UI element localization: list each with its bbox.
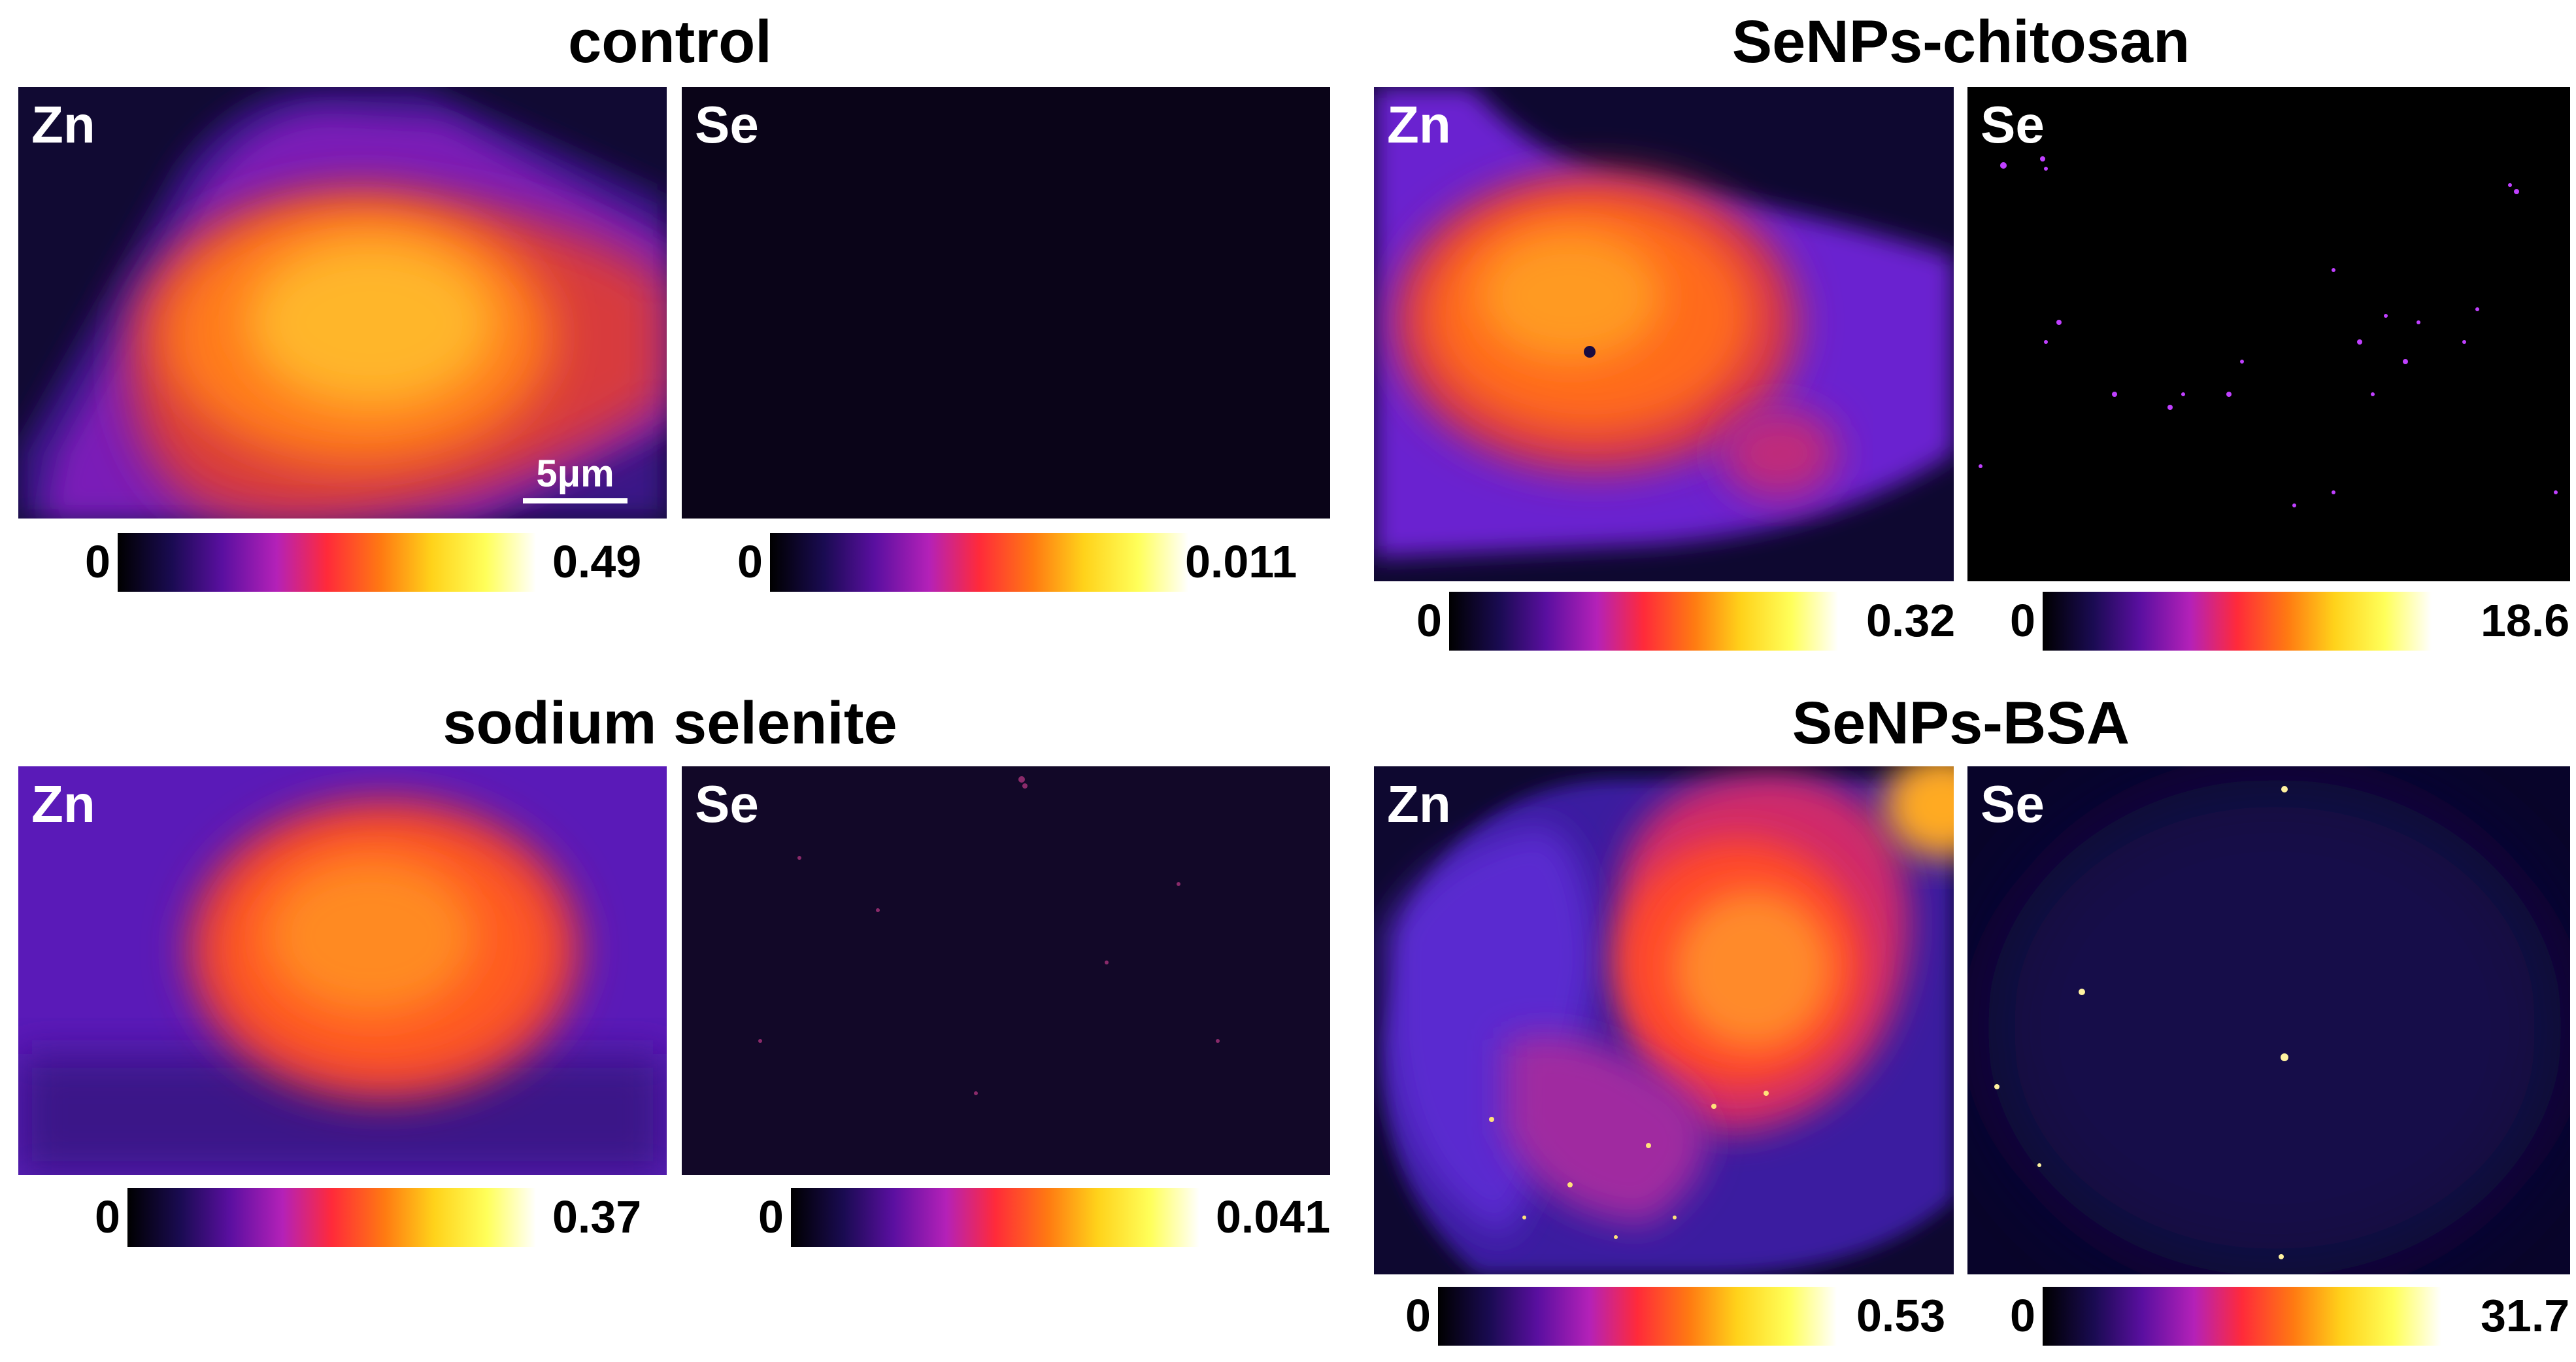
colorbar-min: 0	[1416, 595, 1442, 646]
colorbar-gradient	[1449, 592, 1838, 651]
zn-label: Zn	[1387, 95, 1451, 154]
se-label: Se	[695, 95, 759, 154]
se-label: Se	[1981, 95, 2045, 154]
zn-map-image	[1385, 766, 1954, 1274]
zn-label: Zn	[1387, 775, 1451, 833]
colorbar-gradient	[2043, 592, 2432, 651]
se-label: Se	[1981, 775, 2045, 833]
colorbar-min: 0	[758, 1191, 784, 1242]
colorbar-se-chitosan: 0 18.6	[2010, 592, 2572, 651]
se-map-image	[682, 87, 1330, 519]
zn-label: Zn	[31, 95, 95, 154]
colorbar-se-control: 0 0.011	[737, 533, 1326, 592]
se-label: Se	[695, 775, 759, 833]
zn-map-image	[18, 87, 667, 519]
colorbar-zn-bsa: 0 0.53	[1405, 1287, 1961, 1346]
colorbar-min: 0	[737, 536, 763, 587]
colorbar-gradient	[1438, 1287, 1837, 1346]
scale-bar-line	[523, 498, 627, 503]
se-map-bsa: Se	[1967, 766, 2570, 1274]
colorbar-zn-selenite: 0 0.37	[95, 1188, 663, 1247]
colorbar-se-bsa: 0 31.7	[2010, 1287, 2572, 1346]
panel-title-bsa: SeNPs-BSA	[1792, 690, 2130, 757]
colorbar-max: 0.041	[1216, 1191, 1331, 1242]
colorbar-max: 18.6	[2481, 595, 2570, 646]
zn-map-selenite: Zn	[18, 766, 667, 1175]
colorbar-gradient	[127, 1188, 536, 1247]
panel-title-chitosan: SeNPs-chitosan	[1731, 9, 2190, 75]
colorbar-min: 0	[1405, 1290, 1431, 1341]
zn-map-image	[1374, 87, 1954, 558]
colorbar-gradient	[770, 533, 1188, 592]
zn-map-chitosan: Zn	[1374, 87, 1954, 581]
colorbar-max: 31.7	[2481, 1290, 2570, 1341]
colorbar-max: 0.32	[1866, 595, 1956, 646]
colorbar-max: 0.37	[552, 1191, 642, 1242]
colorbar-max: 0.53	[1856, 1290, 1946, 1341]
se-map-control: Se	[682, 87, 1330, 519]
colorbar-gradient	[2043, 1287, 2441, 1346]
zn-map-control: Zn 5μm	[18, 87, 667, 519]
colorbar-min: 0	[2010, 1290, 2035, 1341]
panel-title-selenite: sodium selenite	[443, 690, 897, 757]
zn-label: Zn	[31, 775, 95, 833]
colorbar-max: 0.49	[552, 536, 642, 587]
se-map-image	[1967, 766, 2570, 1274]
se-map-selenite: Se	[682, 766, 1330, 1175]
panel-title-control: control	[568, 9, 772, 75]
colorbar-min: 0	[95, 1191, 120, 1242]
se-map-chitosan: Se	[1967, 87, 2570, 581]
zn-map-bsa: Zn	[1374, 766, 1954, 1274]
colorbar-min: 0	[85, 536, 110, 587]
colorbar-gradient	[118, 533, 536, 592]
se-map-image	[1979, 156, 2558, 507]
zn-map-image	[18, 766, 667, 1175]
colorbar-zn-control: 0 0.49	[85, 533, 654, 592]
scale-bar: 5μm	[523, 455, 627, 503]
colorbar-gradient	[791, 1188, 1199, 1247]
colorbar-min: 0	[2010, 595, 2035, 646]
colorbar-max: 0.011	[1185, 536, 1297, 587]
se-map-image	[682, 766, 1330, 1175]
colorbar-se-selenite: 0 0.041	[758, 1188, 1347, 1247]
colorbar-zn-chitosan: 0 0.32	[1416, 592, 1959, 651]
scale-bar-label: 5μm	[536, 452, 614, 495]
